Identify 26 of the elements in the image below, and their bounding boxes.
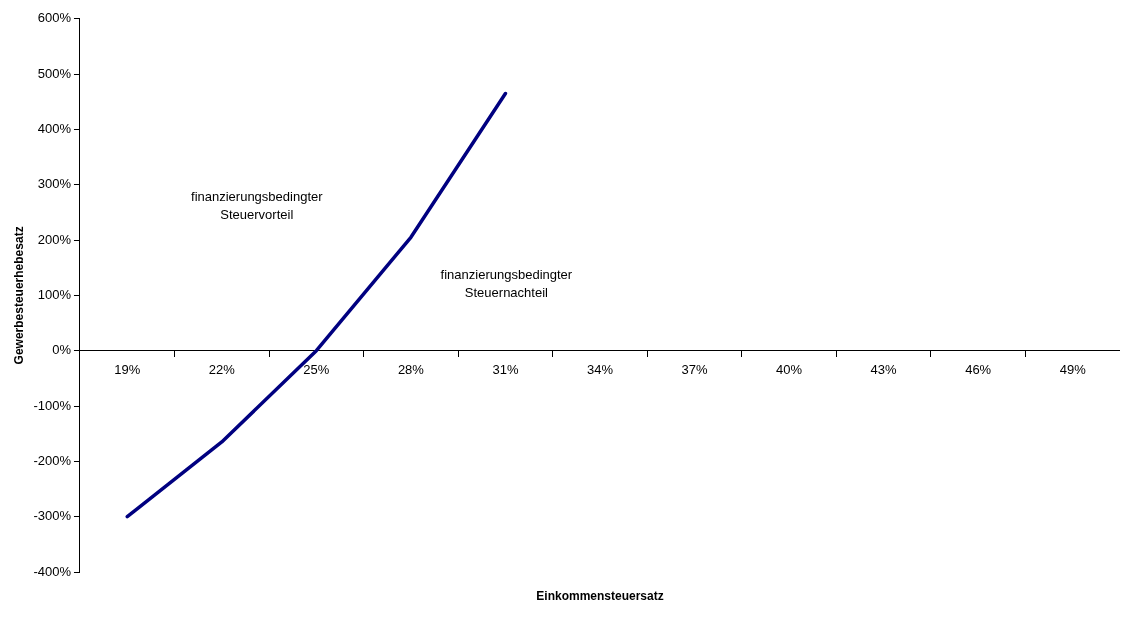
y-axis-title: Gewerbesteuerhebesatz <box>11 226 26 365</box>
y-tick-label: -300% <box>33 508 72 524</box>
x-tick-label: 40% <box>776 362 803 378</box>
x-tick-label: 28% <box>397 362 425 378</box>
annotation: finanzierungsbedingter Steuervorteil <box>191 189 324 223</box>
y-tick-label: 400% <box>37 121 72 137</box>
x-axis-title: Einkommensteuersatz <box>536 589 664 603</box>
y-tick-label: 200% <box>37 231 72 247</box>
x-tick-label: 49% <box>1059 362 1087 378</box>
x-tick-label: 34% <box>586 362 614 378</box>
x-tick-label: 46% <box>965 362 992 378</box>
y-tick-label: 600% <box>37 10 72 26</box>
x-tick-label: 37% <box>681 362 708 378</box>
x-tick-label: 25% <box>303 362 330 378</box>
x-tick-label: 43% <box>870 362 898 378</box>
y-tick-label: 0% <box>52 342 72 358</box>
annotation: finanzierungsbedingter Steuernachteil <box>440 266 573 300</box>
x-tick-label: 22% <box>208 362 236 378</box>
x-tick-label: 31% <box>492 362 519 378</box>
y-tick-label: 300% <box>37 176 72 192</box>
x-tick-label: 19% <box>114 362 141 378</box>
y-tick-label: 100% <box>37 286 72 302</box>
y-tick-label: -400% <box>33 563 72 579</box>
y-tick-label: -200% <box>33 452 72 468</box>
y-tick-label: 500% <box>37 65 72 81</box>
y-tick-label: -100% <box>33 397 72 413</box>
